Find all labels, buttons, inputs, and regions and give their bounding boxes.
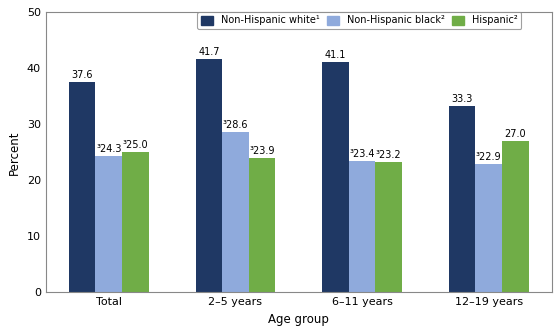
Bar [502,141,529,292]
Bar [69,82,95,292]
Bar [449,106,475,292]
Text: 37.6: 37.6 [72,69,93,79]
Text: ³24.3: ³24.3 [96,144,122,154]
Bar [475,164,502,292]
Bar [249,158,276,292]
Bar [375,162,402,292]
Bar [122,152,148,292]
Bar [95,156,122,292]
Text: ³25.0: ³25.0 [123,140,148,150]
Y-axis label: Percent: Percent [8,130,21,175]
Text: 27.0: 27.0 [505,129,526,139]
Legend: Non-Hispanic white¹, Non-Hispanic black², Hispanic²: Non-Hispanic white¹, Non-Hispanic black²… [198,12,521,29]
Text: ³22.9: ³22.9 [476,152,502,162]
Text: 33.3: 33.3 [451,94,473,104]
Text: ³28.6: ³28.6 [223,120,248,130]
Bar [349,161,375,292]
Text: 41.1: 41.1 [325,50,346,60]
Bar [195,59,222,292]
Text: ³23.4: ³23.4 [349,149,375,159]
Text: ³23.2: ³23.2 [376,150,402,160]
X-axis label: Age group: Age group [268,313,329,326]
Text: ³23.9: ³23.9 [249,146,275,156]
Bar [322,62,349,292]
Text: 41.7: 41.7 [198,46,220,56]
Bar [222,132,249,292]
